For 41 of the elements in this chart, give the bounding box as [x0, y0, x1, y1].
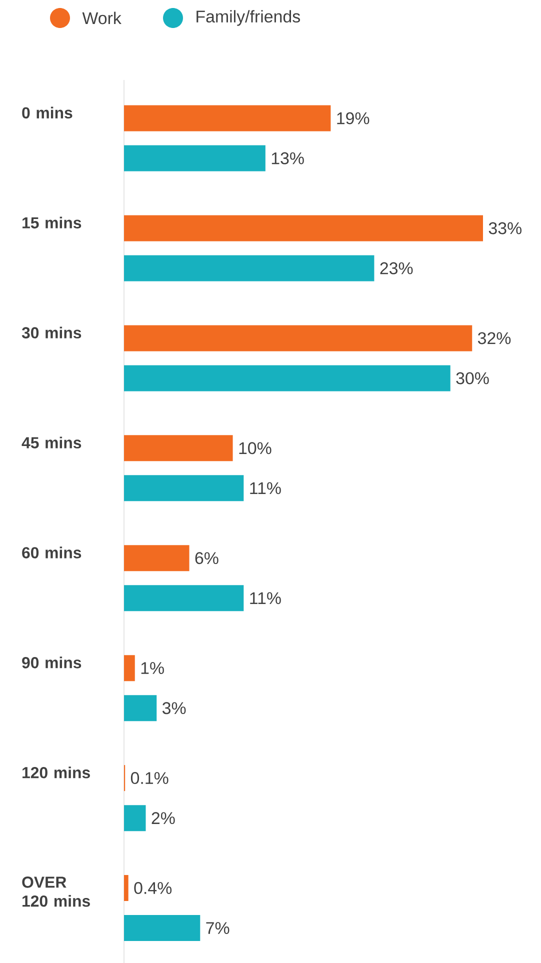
data-label: 2%: [152, 812, 175, 824]
data-label: 6%: [195, 552, 218, 564]
bar: [124, 215, 483, 242]
data-label: 0.1%: [130, 772, 168, 784]
data-label: 30%: [456, 372, 489, 384]
y-tick-label: 30 mins: [22, 326, 82, 338]
data-label: 11%: [250, 482, 281, 494]
bar: [124, 915, 200, 942]
bar: [124, 695, 157, 722]
y-tick-label: OVER 120 mins: [22, 876, 90, 907]
data-label: 3%: [162, 702, 186, 714]
bar: [124, 255, 374, 282]
legend-label: Family/friends: [196, 10, 300, 26]
bar: [124, 805, 146, 832]
data-label: 10%: [239, 442, 272, 454]
data-label: 0.4%: [134, 882, 172, 894]
bar: [124, 655, 135, 682]
data-label: 7%: [206, 922, 230, 934]
bar: [124, 475, 244, 502]
y-tick-label: 90 mins: [22, 656, 82, 668]
data-label: 19%: [337, 112, 370, 124]
y-tick-label: 0 mins: [22, 106, 72, 118]
y-tick-label: 15 mins: [22, 216, 82, 228]
legend-label: Work: [82, 12, 122, 24]
data-label: 32%: [478, 332, 511, 344]
y-tick-label: 60 mins: [22, 546, 82, 558]
bar: [124, 545, 190, 572]
bar: [124, 105, 331, 132]
bar: [124, 585, 244, 612]
data-label: 23%: [380, 262, 413, 274]
data-label: 11%: [250, 592, 281, 604]
bar: [124, 435, 233, 462]
data-label: 33%: [488, 222, 522, 234]
data-label: 13%: [272, 152, 304, 164]
bar: [124, 365, 450, 392]
bar: [124, 875, 128, 902]
bar: [124, 325, 472, 352]
bar: [124, 145, 266, 172]
data-label: 1%: [141, 662, 164, 674]
y-tick-label: 45 mins: [22, 436, 82, 448]
y-tick-label: 120 mins: [22, 766, 90, 778]
